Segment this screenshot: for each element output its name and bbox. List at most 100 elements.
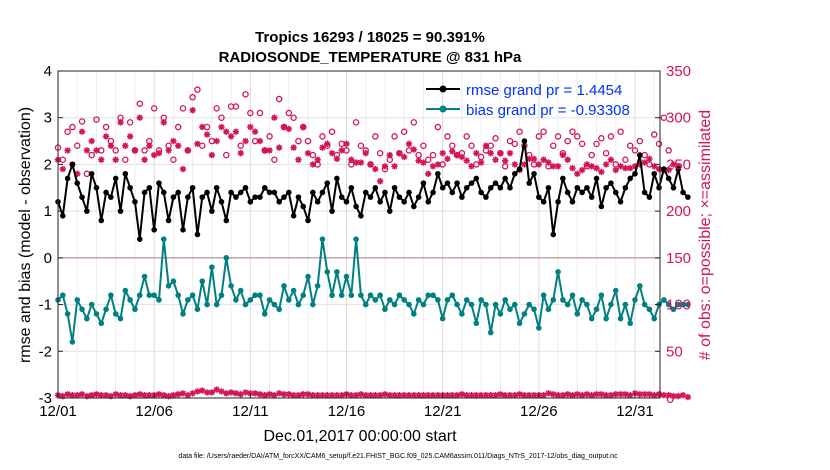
obs-assimilated-point bbox=[227, 389, 235, 396]
rmse-point bbox=[295, 194, 302, 200]
obs-possible-point bbox=[410, 119, 418, 126]
obs-assimilated-point bbox=[626, 391, 634, 399]
rmse-point bbox=[468, 180, 475, 186]
rmse-point bbox=[98, 217, 105, 224]
bias-point bbox=[79, 306, 85, 313]
obs-possible-point bbox=[622, 156, 629, 164]
bias-point bbox=[146, 292, 153, 299]
obs-assimilated-point bbox=[554, 391, 562, 399]
obs-possible-point bbox=[150, 105, 158, 112]
obs-assimilated-point bbox=[646, 155, 653, 163]
rmse-point bbox=[651, 170, 658, 177]
bias-point bbox=[608, 301, 614, 308]
rmse-point bbox=[560, 175, 566, 182]
obs-assimilated-point bbox=[545, 159, 552, 166]
obs-assimilated-point bbox=[415, 391, 422, 399]
bias-point bbox=[237, 287, 244, 294]
obs-assimilated-point bbox=[607, 156, 615, 163]
obs-possible-point bbox=[434, 123, 442, 131]
bias-point bbox=[319, 236, 326, 242]
rmse-point bbox=[646, 194, 653, 200]
obs-assimilated-point bbox=[170, 391, 177, 399]
bias-point bbox=[680, 301, 686, 308]
rmse-point bbox=[665, 175, 672, 182]
obs-assimilated-point bbox=[651, 391, 658, 399]
obs-possible-point bbox=[578, 140, 586, 148]
bias-series bbox=[55, 236, 691, 345]
bias-point bbox=[536, 325, 542, 331]
bias-point bbox=[511, 301, 518, 308]
obs-assimilated-point bbox=[622, 164, 629, 172]
rmse-point bbox=[637, 152, 643, 158]
obs-assimilated-point bbox=[564, 391, 571, 398]
chart-title-line2: RADIOSONDE_TEMPERATURE @ 831 hPa bbox=[219, 49, 522, 66]
bias-point bbox=[348, 292, 355, 299]
bias-point bbox=[276, 306, 282, 313]
obs-assimilated-point bbox=[343, 140, 350, 148]
obs-assimilated-point bbox=[237, 391, 244, 398]
bias-point bbox=[550, 297, 557, 303]
y-right-tick-label: 300 bbox=[666, 110, 691, 127]
rmse-point bbox=[540, 199, 547, 205]
rmse-point bbox=[84, 208, 90, 214]
obs-possible-point bbox=[463, 133, 470, 140]
bias-point bbox=[401, 297, 407, 303]
obs-possible-point bbox=[237, 142, 244, 149]
obs-assimilated-point bbox=[376, 391, 384, 399]
obs-assimilated-point bbox=[78, 128, 86, 135]
obs-assimilated-point bbox=[405, 391, 413, 399]
obs-possible-point bbox=[194, 86, 201, 93]
obs-assimilated-point bbox=[175, 142, 182, 149]
obs-assimilated-point bbox=[492, 156, 499, 163]
rmse-point bbox=[632, 170, 638, 177]
rmse-point bbox=[329, 208, 335, 214]
obs-possible-point bbox=[266, 133, 273, 140]
obs-assimilated-point bbox=[444, 391, 451, 399]
obs-assimilated-point bbox=[285, 125, 292, 133]
bias-point bbox=[136, 292, 143, 299]
obs-assimilated-point bbox=[324, 391, 331, 399]
bias-point bbox=[194, 306, 201, 313]
obs-assimilated-point bbox=[304, 391, 312, 398]
obs-assimilated-point bbox=[574, 391, 581, 398]
obs-assimilated-point bbox=[170, 137, 177, 145]
obs-possible-point bbox=[626, 142, 634, 149]
obs-possible-point bbox=[88, 151, 95, 159]
obs-assimilated-point bbox=[256, 137, 264, 145]
rmse-point bbox=[516, 166, 523, 172]
bias-point bbox=[266, 297, 273, 303]
bias-point bbox=[290, 287, 297, 294]
rmse-point bbox=[194, 231, 201, 238]
obs-assimilated-point bbox=[396, 391, 403, 399]
bias-point bbox=[521, 311, 528, 317]
obs-possible-point bbox=[540, 128, 547, 135]
obs-possible-point bbox=[405, 147, 413, 154]
obs-possible-point bbox=[242, 91, 249, 98]
rmse-point bbox=[420, 180, 427, 186]
obs-assimilated-point bbox=[155, 150, 163, 157]
obs-possible-point bbox=[285, 109, 293, 117]
obs-assimilated-point bbox=[598, 391, 605, 398]
obs-possible-point bbox=[511, 140, 519, 148]
obs-assimilated-point bbox=[319, 391, 326, 399]
rmse-point bbox=[74, 180, 81, 186]
obs-assimilated-point bbox=[391, 391, 398, 399]
grid bbox=[57, 70, 660, 399]
obs-assimilated-point bbox=[131, 391, 139, 399]
rmse-point bbox=[132, 199, 138, 205]
obs-assimilated-point bbox=[434, 391, 442, 399]
rmse-point bbox=[233, 194, 239, 200]
obs-assimilated-point bbox=[670, 392, 677, 400]
bias-point bbox=[478, 297, 484, 303]
obs-assimilated-point bbox=[425, 170, 432, 177]
obs-assimilated-point bbox=[540, 391, 547, 399]
obs-assimilated-point bbox=[242, 389, 249, 396]
obs-assimilated-point bbox=[319, 144, 326, 151]
obs-possible-point bbox=[593, 140, 600, 148]
rmse-point bbox=[310, 189, 316, 196]
obs-assimilated-point bbox=[617, 163, 624, 170]
obs-possible-point bbox=[295, 137, 302, 145]
obs-assimilated-point bbox=[98, 391, 105, 399]
bias-point bbox=[84, 315, 90, 322]
obs-assimilated-point bbox=[232, 390, 240, 397]
